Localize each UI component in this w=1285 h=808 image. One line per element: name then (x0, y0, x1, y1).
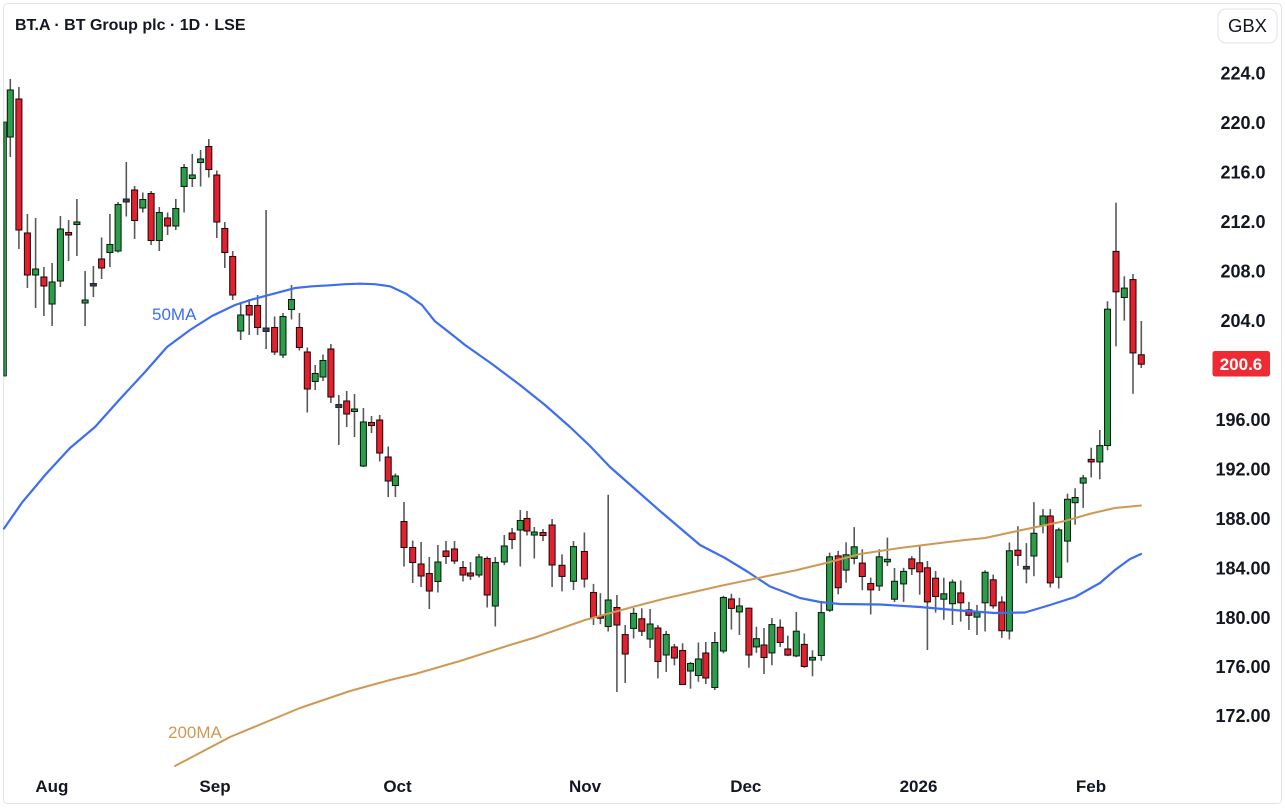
svg-text:GBX: GBX (1228, 15, 1267, 36)
svg-text:224.0: 224.0 (1220, 63, 1265, 83)
svg-text:BT.A · BT Group plc · 1D · LSE: BT.A · BT Group plc · 1D · LSE (15, 17, 246, 34)
svg-text:176.00: 176.00 (1215, 657, 1270, 677)
svg-text:50MA: 50MA (152, 305, 197, 324)
svg-text:196.00: 196.00 (1215, 410, 1270, 430)
svg-text:180.00: 180.00 (1215, 608, 1270, 628)
svg-text:172.00: 172.00 (1215, 706, 1270, 726)
svg-text:Aug: Aug (35, 777, 68, 796)
svg-text:212.0: 212.0 (1220, 212, 1265, 232)
svg-text:184.00: 184.00 (1215, 559, 1270, 579)
svg-text:Nov: Nov (569, 777, 602, 796)
svg-text:208.0: 208.0 (1220, 261, 1265, 281)
svg-text:Oct: Oct (383, 777, 412, 796)
svg-text:Feb: Feb (1076, 777, 1106, 796)
svg-text:192.00: 192.00 (1215, 460, 1270, 480)
svg-text:200MA: 200MA (168, 723, 223, 742)
svg-text:204.0: 204.0 (1220, 311, 1265, 331)
svg-text:2026: 2026 (900, 777, 938, 796)
svg-text:200.6: 200.6 (1220, 355, 1263, 374)
svg-text:Dec: Dec (730, 777, 761, 796)
svg-text:220.0: 220.0 (1220, 113, 1265, 133)
svg-text:188.00: 188.00 (1215, 509, 1270, 529)
svg-text:Sep: Sep (199, 777, 230, 796)
svg-text:216.0: 216.0 (1220, 162, 1265, 182)
